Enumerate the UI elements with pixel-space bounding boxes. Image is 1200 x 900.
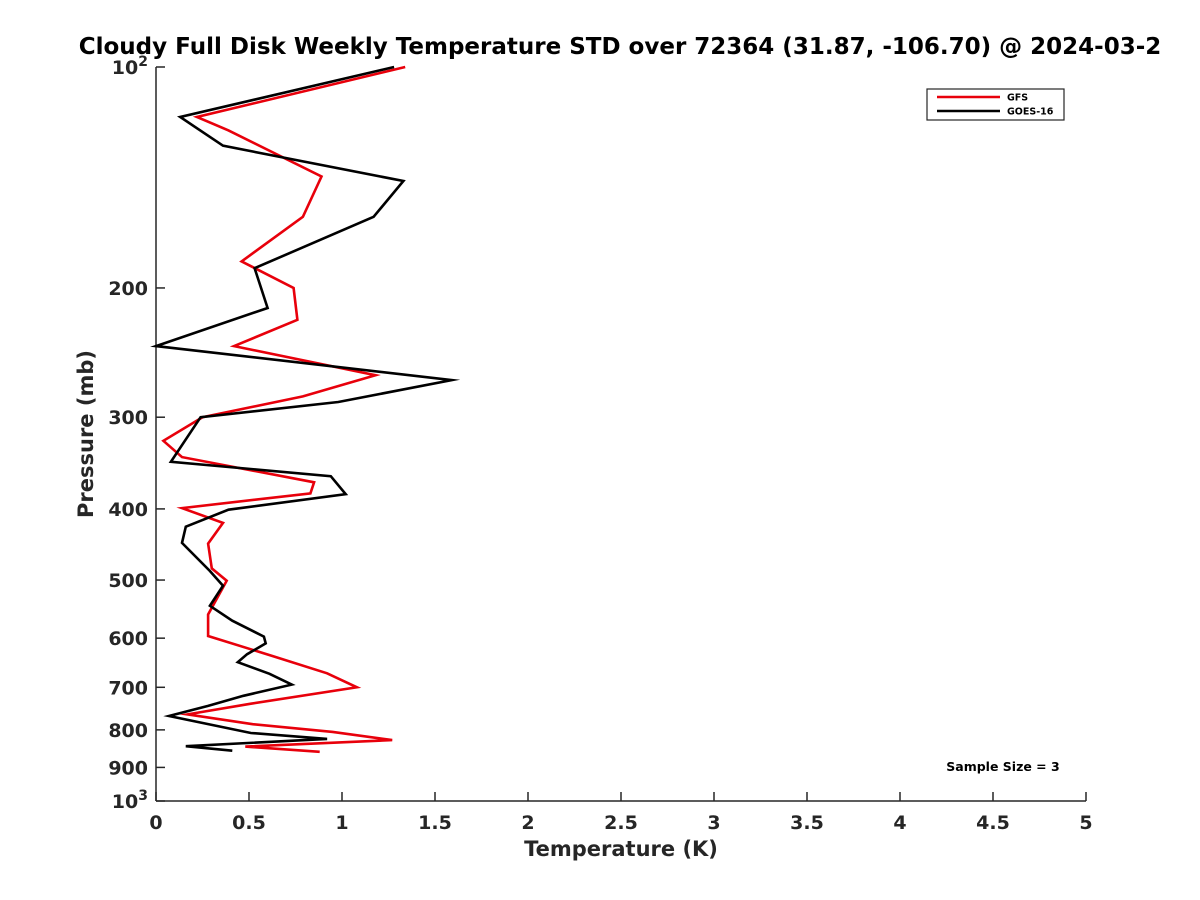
x-tick-label: 5 (1079, 812, 1092, 834)
legend-label: GFS (1007, 93, 1028, 104)
y-tick-exponent: 2 (138, 54, 148, 70)
series-line-gfs (161, 65, 406, 754)
x-tick-label: 0 (149, 812, 162, 834)
y-tick-label: 400 (108, 499, 148, 521)
y-tick-exponent: 3 (138, 788, 148, 804)
x-tick-label: 2.5 (604, 812, 638, 834)
legend-box (926, 88, 1065, 121)
x-tick-label: 3.5 (790, 812, 824, 834)
y-tick-label: 900 (108, 757, 148, 779)
y-tick-label: 700 (108, 677, 148, 699)
x-tick-label: 4 (893, 812, 906, 834)
x-tick-label: 0.5 (232, 812, 266, 834)
x-ticks: 0 0.5 1 1.5 2 2.5 3 3.5 4 4.5 5 (149, 792, 1093, 834)
x-axis-label: Temperature (K) (524, 837, 718, 861)
y-tick-base: 10 (112, 57, 138, 79)
x-tick-label: 1 (335, 812, 348, 834)
legend-label: GOES-16 (1007, 107, 1054, 118)
y-tick-label: 600 (108, 628, 148, 650)
series-line-goes-16 (150, 65, 461, 752)
y-tick-label: 500 (108, 570, 148, 592)
y-tick-label: 103 (112, 788, 148, 813)
sample-size-annotation: Sample Size = 3 (946, 759, 1059, 774)
y-tick-label: 102 (112, 54, 148, 79)
y-axis-label: Pressure (mb) (74, 350, 98, 518)
y-tick-label: 800 (108, 720, 148, 742)
x-tick-label: 2 (521, 812, 534, 834)
x-tick-label: 3 (707, 812, 720, 834)
chart-title: Cloudy Full Disk Weekly Temperature STD … (79, 34, 1162, 60)
x-tick-label: 1.5 (418, 812, 452, 834)
y-tick-label: 200 (108, 278, 148, 300)
y-tick-base: 10 (112, 791, 138, 813)
x-tick-label: 4.5 (976, 812, 1010, 834)
y-tick-label: 300 (108, 407, 148, 429)
plot-area (155, 67, 1086, 802)
legend: GFS GOES-16 (926, 88, 1065, 121)
series-lines (150, 65, 461, 754)
